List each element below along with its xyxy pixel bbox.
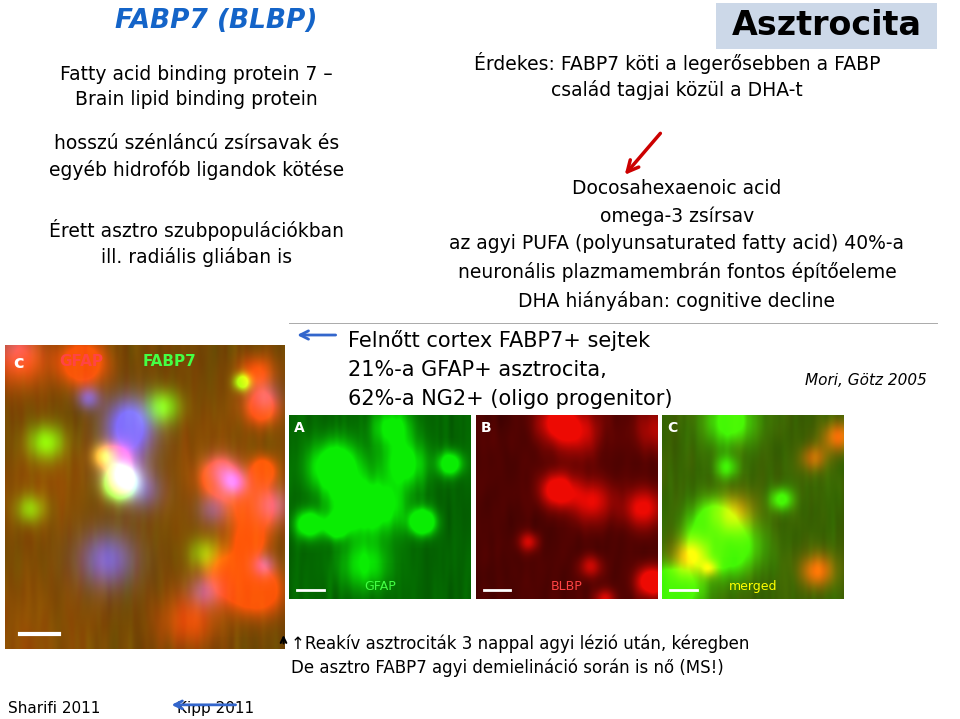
Text: FABP7 (BLBP): FABP7 (BLBP) [114, 8, 317, 34]
Text: Felnőtt cortex FABP7+ sejtek
21%-a GFAP+ asztrocita,
62%-a NG2+ (oligo progenito: Felnőtt cortex FABP7+ sejtek 21%-a GFAP+… [348, 330, 673, 408]
Text: GFAP: GFAP [59, 354, 103, 369]
Text: c: c [12, 354, 23, 372]
Text: FABP7: FABP7 [142, 354, 196, 369]
Text: Mori, Götz 2005: Mori, Götz 2005 [805, 372, 927, 388]
Text: BLBP: BLBP [551, 580, 583, 593]
Text: Docosahexaenoic acid
omega-3 zsírsav
az agyi PUFA (polyunsaturated fatty acid) 4: Docosahexaenoic acid omega-3 zsírsav az … [449, 179, 904, 311]
Text: ↑Reakív asztrociták 3 nappal agyi lézió után, kéregben: ↑Reakív asztrociták 3 nappal agyi lézió … [291, 634, 750, 653]
Text: C: C [667, 421, 678, 434]
Text: Sharifi 2011: Sharifi 2011 [8, 701, 100, 716]
Text: Érett asztro szubpopulációkban
ill. radiális gliában is: Érett asztro szubpopulációkban ill. radi… [49, 219, 344, 267]
Text: Érdekes: FABP7 köti a legerősebben a FABP
család tagjai közül a DHA-t: Érdekes: FABP7 köti a legerősebben a FAB… [473, 52, 880, 100]
Text: De asztro FABP7 agyi demielináció során is nő (MS!): De asztro FABP7 agyi demielináció során … [291, 658, 724, 677]
Text: Kipp 2011: Kipp 2011 [177, 701, 253, 716]
Text: merged: merged [729, 580, 778, 593]
Text: Fatty acid binding protein 7 –
Brain lipid binding protein: Fatty acid binding protein 7 – Brain lip… [60, 65, 332, 109]
Bar [716, 3, 937, 49]
Text: hosszú szénláncú zsírsavak és
egyéb hidrofób ligandok kötése: hosszú szénláncú zsírsavak és egyéb hidr… [49, 134, 344, 180]
Text: B: B [481, 421, 492, 434]
Text: GFAP: GFAP [364, 580, 396, 593]
Text: Asztrocita: Asztrocita [732, 9, 922, 42]
Text: A: A [295, 421, 305, 434]
